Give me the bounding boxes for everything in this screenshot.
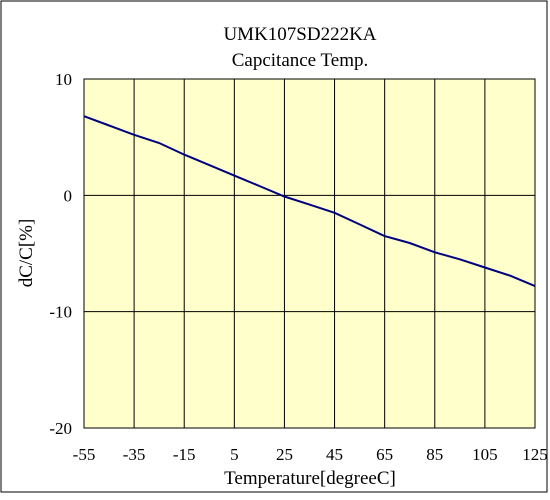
x-tick-label: 45 [326, 445, 343, 464]
y-axis-label: dC/C[%] [16, 219, 37, 288]
x-tick-label: 105 [472, 445, 498, 464]
series-line [83, 115, 536, 288]
x-tick-label: -35 [123, 445, 146, 464]
x-tick-label: -15 [173, 445, 196, 464]
x-tick-label: 65 [376, 445, 393, 464]
x-tick-label: 125 [522, 445, 548, 464]
plot-area [83, 78, 536, 429]
x-axis-label: Temperature[degreeC] [224, 468, 396, 489]
x-tick-label: 25 [276, 445, 293, 464]
x-tick-label: 5 [230, 445, 239, 464]
y-tick-label: -10 [49, 303, 72, 322]
x-tick-label: 85 [426, 445, 443, 464]
y-tick-label: -20 [49, 419, 72, 438]
grid-lines [84, 79, 535, 428]
x-tick-label: -55 [73, 445, 96, 464]
tick-labels: -55 -35 -15 5 25 45 65 85 105 125 10 0 -10 -20 [49, 70, 547, 464]
chart-subtitle: Capcitance Temp. [232, 50, 369, 71]
y-tick-label: 10 [55, 70, 72, 89]
chart-title: UMK107SD222KA [223, 24, 376, 45]
y-tick-label: 0 [64, 186, 73, 205]
